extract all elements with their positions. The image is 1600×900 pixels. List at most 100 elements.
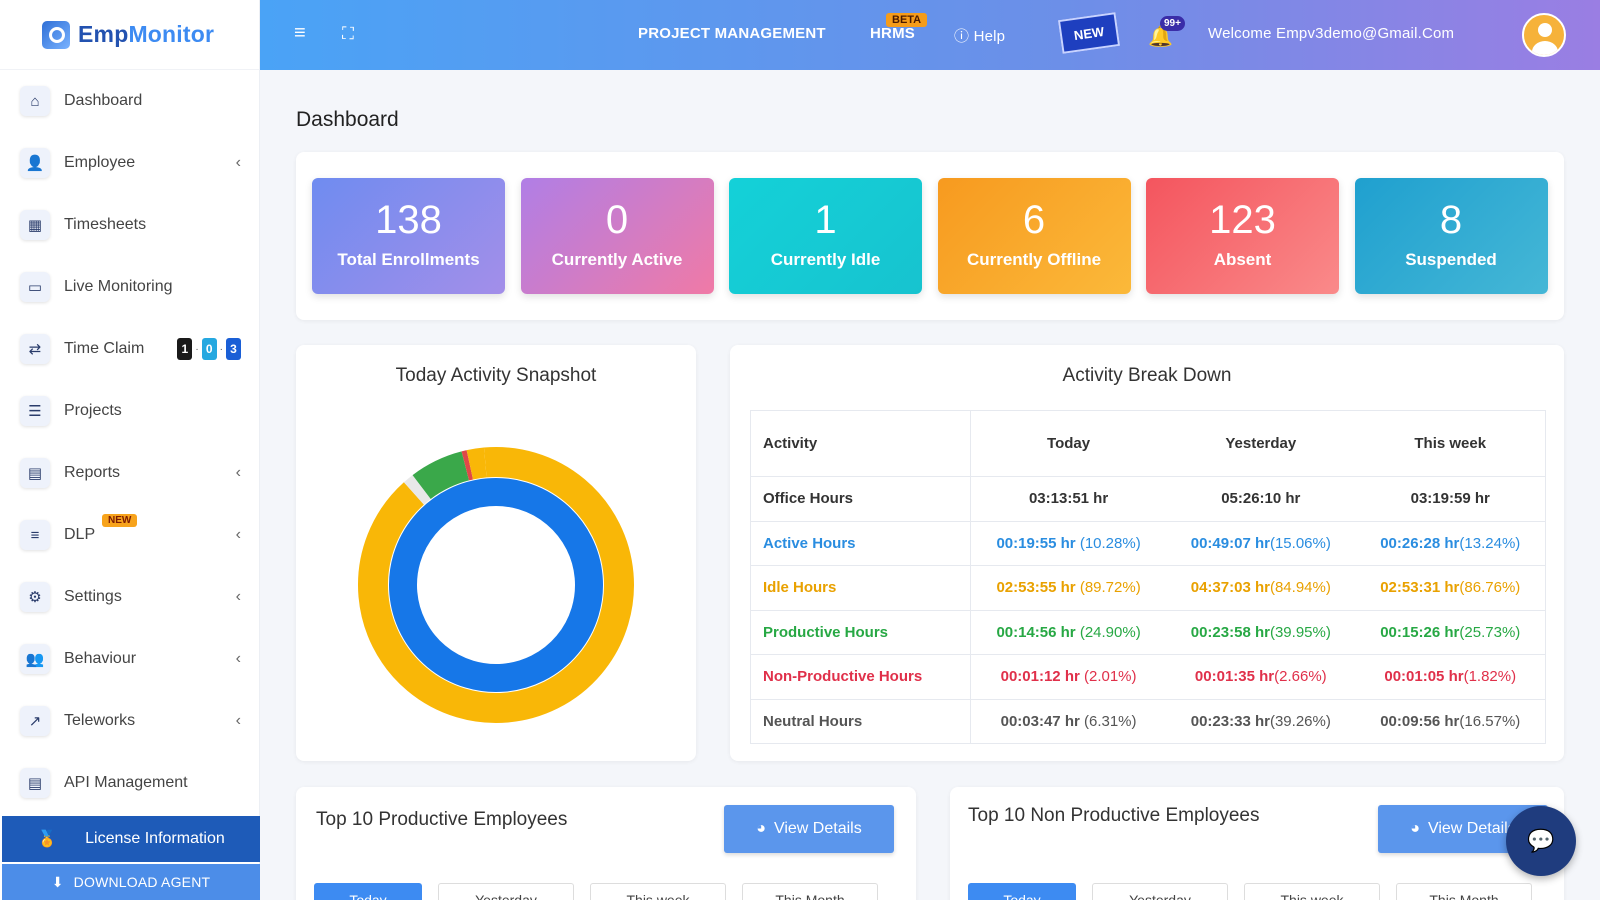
tab-this-month[interactable]: This Month xyxy=(742,883,878,900)
percentage-value: (39.26%) xyxy=(1269,712,1331,730)
bell-icon[interactable]: 🔔 xyxy=(1148,26,1173,48)
sidebar-item-dashboard[interactable]: ⌂ Dashboard xyxy=(0,70,259,132)
inner-ring-slice-0[interactable] xyxy=(389,478,603,692)
activity-label: Non-Productive Hours xyxy=(750,654,971,700)
tab-today[interactable]: Today xyxy=(314,883,422,900)
line-chart-icon: ↗ xyxy=(20,706,50,736)
sidebar-item-label: Time Claim xyxy=(64,340,145,357)
activity-value: 00:14:56 hr (24.90%) xyxy=(970,609,1167,655)
duration-value: 03:19:59 hr xyxy=(1410,490,1490,508)
sidebar-item-employee[interactable]: 👤 Employee ‹ xyxy=(0,132,259,194)
stat-label: Absent xyxy=(1213,250,1272,269)
sidebar-item-dlp[interactable]: ≡ DLP NEW ‹ xyxy=(0,504,259,566)
sidebar-item-projects[interactable]: ☰ Projects xyxy=(0,380,259,442)
top-productive-card: Top 10 Productive Employees ◕ View Detai… xyxy=(296,787,916,900)
chat-support-button[interactable]: 💬 xyxy=(1506,806,1576,876)
stat-label: Suspended xyxy=(1405,250,1497,269)
sidebar-item-reports[interactable]: ▤ Reports ‹ xyxy=(0,442,259,504)
breakdown-title: Activity Break Down xyxy=(1062,365,1232,386)
activity-value: 00:01:05 hr(1.82%) xyxy=(1355,654,1547,700)
column-header: Today xyxy=(970,410,1167,477)
non-productive-title: Top 10 Non Productive Employees xyxy=(968,805,1260,826)
tab-this-week[interactable]: This week xyxy=(590,883,726,900)
activity-value: 00:49:07 hr(15.06%) xyxy=(1166,520,1356,566)
stat-label: Currently Idle xyxy=(770,250,881,269)
percentage-value: (89.72%) xyxy=(1075,579,1141,597)
duration-value: 00:01:05 hr xyxy=(1384,668,1464,686)
percentage-value: (86.76%) xyxy=(1459,579,1521,597)
report-icon: ▤ xyxy=(20,458,50,488)
chevron-left-icon: ‹ xyxy=(235,526,241,543)
activity-value: 00:09:56 hr(16.57%) xyxy=(1355,698,1547,744)
sidebar-item-live-monitoring[interactable]: ▭ Live Monitoring xyxy=(0,256,259,318)
help-link[interactable]: ⓘ Help xyxy=(954,28,1006,45)
menu-toggle-icon[interactable]: ≡ xyxy=(294,22,306,44)
sidebar-nav: ⌂ Dashboard 👤 Employee ‹ ▦ Timesheets ▭ Live Mon… xyxy=(0,70,259,814)
column-header: Yesterday xyxy=(1166,410,1356,477)
productive-view-details-button[interactable]: ◕ View Details xyxy=(724,805,894,853)
document-icon: ▤ xyxy=(20,768,50,798)
time-claim-counter: 1 xyxy=(177,338,193,360)
percentage-value: (84.94%) xyxy=(1269,579,1331,597)
activity-value: 00:01:35 hr(2.66%) xyxy=(1166,654,1356,700)
stat-card-total-enrollments[interactable]: 138 Total Enrollments xyxy=(312,178,505,294)
duration-value: 00:15:26 hr xyxy=(1380,623,1460,641)
tab-yesterday[interactable]: Yesterday xyxy=(438,883,574,900)
chevron-left-icon: ‹ xyxy=(235,712,241,729)
table-header-row: Activity Today Yesterday This week xyxy=(750,410,1547,477)
productive-title: Top 10 Productive Employees xyxy=(316,809,568,830)
duration-value: 00:23:58 hr xyxy=(1190,623,1270,641)
sidebar-item-label: Teleworks xyxy=(64,712,136,729)
globe-icon: ◕ xyxy=(1410,820,1420,837)
stat-card-currently-active[interactable]: 0 Currently Active xyxy=(520,178,714,294)
page-title: Dashboard xyxy=(296,108,399,131)
user-icon: 👤 xyxy=(20,148,50,178)
stat-card-currently-idle[interactable]: 1 Currently Idle xyxy=(729,178,922,294)
sidebar-item-license-information[interactable]: 🏅 License Information xyxy=(2,816,260,862)
percentage-value: (10.28%) xyxy=(1075,534,1141,552)
new-flag-badge[interactable]: NEW xyxy=(1057,12,1121,54)
outer-ring-slice-4[interactable] xyxy=(358,447,634,723)
logo[interactable]: EmpMonitor xyxy=(0,0,259,70)
avatar[interactable] xyxy=(1522,13,1566,57)
notification-count: 99+ xyxy=(1160,16,1185,31)
chevron-left-icon: ‹ xyxy=(235,154,241,171)
sidebar-item-settings[interactable]: ⚙ Settings ‹ xyxy=(0,566,259,628)
duration-value: 05:26:10 hr xyxy=(1221,490,1301,508)
duration-value: 03:13:51 hr xyxy=(1028,490,1109,508)
home-icon: ⌂ xyxy=(20,86,50,116)
tab-this-month[interactable]: This Month xyxy=(1396,883,1532,900)
duration-value: 00:03:47 hr xyxy=(1000,712,1080,730)
activity-breakdown-table: Activity Today Yesterday This week Office Ho… xyxy=(750,410,1547,744)
percentage-value: (1.82%) xyxy=(1463,668,1517,686)
project-management-link[interactable]: PROJECT MANAGEMENT xyxy=(638,25,826,42)
duration-value: 00:01:12 hr xyxy=(1000,668,1080,686)
activity-label: Office Hours xyxy=(750,476,971,522)
sidebar-item-behaviour[interactable]: 👥 Behaviour ‹ xyxy=(0,628,259,690)
percentage-value: (2.01%) xyxy=(1079,668,1137,686)
sidebar-item-time-claim[interactable]: ⇄ Time Claim 1 · 0 · 3 xyxy=(0,318,259,380)
download-agent-button[interactable]: ⬇ DOWNLOAD AGENT xyxy=(2,864,260,900)
table-row: Neutral Hours 00:03:47 hr (6.31%) 00:23:33… xyxy=(750,698,1547,744)
duration-value: 00:14:56 hr xyxy=(996,623,1076,641)
sidebar-item-api-management[interactable]: ▤ API Management xyxy=(0,752,259,814)
percentage-value: (2.66%) xyxy=(1274,668,1327,686)
fullscreen-icon[interactable]: ⛶ xyxy=(342,24,354,43)
stat-card-absent[interactable]: 123 Absent xyxy=(1146,178,1339,294)
beta-badge: BETA xyxy=(886,13,928,27)
duration-value: 04:37:03 hr xyxy=(1190,579,1270,597)
stat-card-suspended[interactable]: 8 Suspended xyxy=(1354,178,1548,294)
tab-yesterday[interactable]: Yesterday xyxy=(1092,883,1228,900)
tab-today[interactable]: Today xyxy=(968,883,1076,900)
stat-card-currently-offline[interactable]: 6 Currently Offline xyxy=(937,178,1131,294)
sidebar-item-teleworks[interactable]: ↗ Teleworks ‹ xyxy=(0,690,259,752)
tab-this-week[interactable]: This week xyxy=(1244,883,1380,900)
percentage-value: (16.57%) xyxy=(1459,712,1521,730)
activity-donut-chart[interactable] xyxy=(356,445,636,725)
sidebar-item-timesheets[interactable]: ▦ Timesheets xyxy=(0,194,259,256)
activity-value: 00:01:12 hr (2.01%) xyxy=(970,654,1167,700)
hrms-link[interactable]: HRMS xyxy=(870,25,915,42)
activity-value: 05:26:10 hr xyxy=(1166,476,1356,522)
duration-value: 02:53:55 hr xyxy=(996,579,1076,597)
sidebar-item-label: API Management xyxy=(64,774,188,791)
